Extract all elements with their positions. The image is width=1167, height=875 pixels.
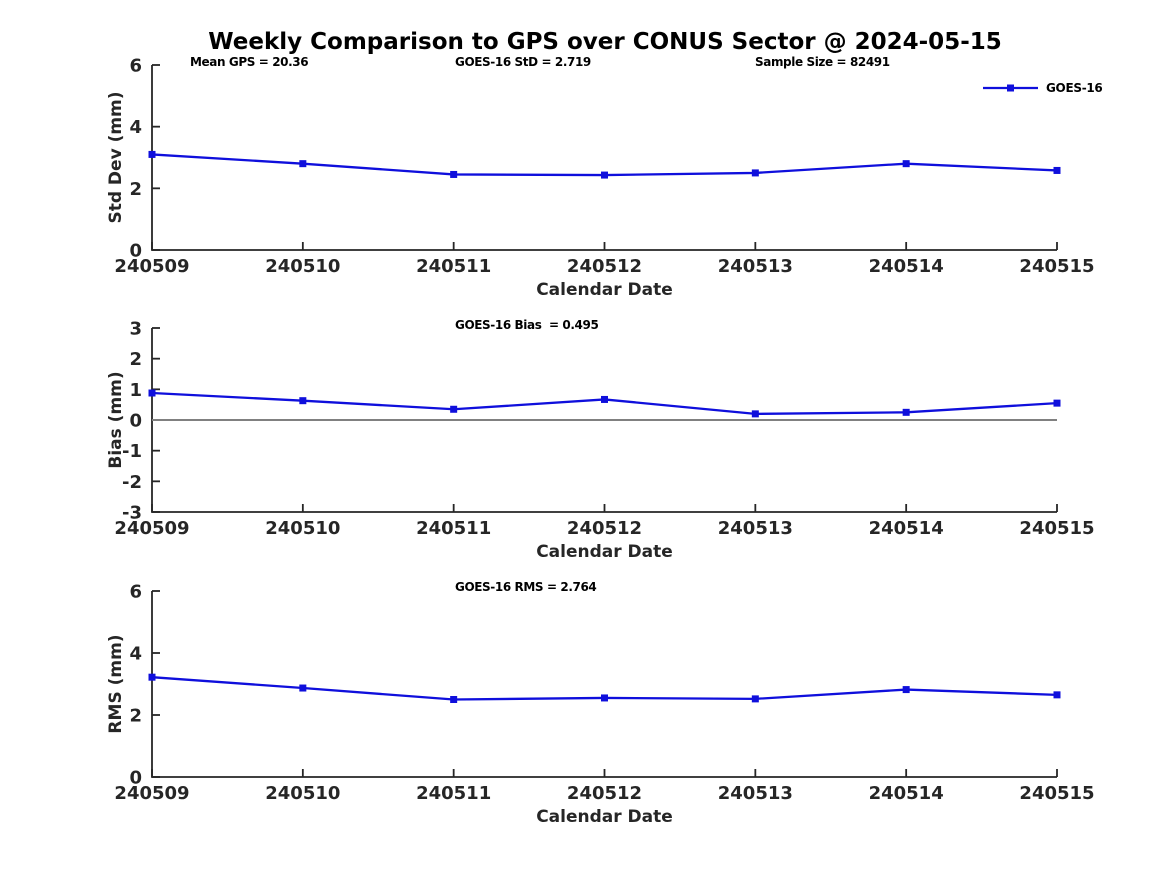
data-point-marker xyxy=(148,150,156,158)
x-tick-label: 240511 xyxy=(416,783,491,804)
data-point-marker xyxy=(299,160,307,168)
axis-spines xyxy=(151,591,1057,778)
data-point-marker xyxy=(450,170,458,178)
y-tick-label: -1 xyxy=(122,441,142,462)
data-point-marker xyxy=(601,171,608,179)
axis-spines xyxy=(151,65,1057,251)
annotation-goes16-std: GOES-16 StD = 2.719 xyxy=(455,55,591,69)
x-tick-label: 240511 xyxy=(416,518,491,539)
y-tick-label: 0 xyxy=(129,241,142,262)
y-tick-label: 1 xyxy=(129,380,142,401)
legend-label: GOES-16 xyxy=(1046,81,1103,95)
x-axis-label: Calendar Date xyxy=(536,807,673,827)
x-tick-label: 240510 xyxy=(265,256,340,277)
annotation-goes16-rms: GOES-16 RMS = 2.764 xyxy=(455,580,597,594)
data-point-marker xyxy=(148,389,156,397)
x-tick-label: 240509 xyxy=(114,256,189,277)
y-tick-label: 3 xyxy=(129,319,142,340)
x-axis-label: Calendar Date xyxy=(536,280,673,300)
y-tick-label: -3 xyxy=(122,503,142,524)
legend: GOES-16 xyxy=(983,80,1103,96)
y-axis-label: Std Dev (mm) xyxy=(106,91,126,223)
data-point-marker xyxy=(751,169,759,177)
y-tick-label: 0 xyxy=(129,411,142,432)
x-tick-label: 240515 xyxy=(1019,783,1094,804)
data-point-marker xyxy=(1053,399,1061,407)
chart-title: Weekly Comparison to GPS over CONUS Sect… xyxy=(208,29,1002,55)
data-point-marker xyxy=(299,684,307,692)
x-tick-label: 240514 xyxy=(869,256,944,277)
x-tick-label: 240513 xyxy=(718,518,793,539)
y-tick-label: 6 xyxy=(129,582,142,603)
data-point-marker xyxy=(902,408,910,416)
y-tick-label: 2 xyxy=(129,179,142,200)
data-point-marker xyxy=(751,695,759,703)
data-point-marker xyxy=(601,694,608,702)
x-tick-label: 240509 xyxy=(114,783,189,804)
x-tick-label: 240512 xyxy=(567,256,642,277)
data-point-marker xyxy=(148,673,156,681)
y-tick-label: 6 xyxy=(129,56,142,77)
annotation-sample-size: Sample Size = 82491 xyxy=(755,55,890,69)
y-tick-label: 4 xyxy=(129,644,142,665)
y-tick-label: 2 xyxy=(129,349,142,370)
x-tick-label: 240510 xyxy=(265,518,340,539)
subplot-rms-panel: 0 2 4 6 240509 240510 240511 240512 240513 240514… xyxy=(106,582,1095,828)
x-tick-label: 240512 xyxy=(567,518,642,539)
y-axis-label: RMS (mm) xyxy=(106,634,126,733)
x-tick-label: 240514 xyxy=(869,783,944,804)
x-tick-label: 240513 xyxy=(718,783,793,804)
data-point-marker xyxy=(751,410,759,418)
y-axis-label: Bias (mm) xyxy=(106,371,126,468)
y-tick-label: 0 xyxy=(129,768,142,789)
data-point-marker xyxy=(601,395,608,403)
x-tick-label: 240515 xyxy=(1019,518,1094,539)
annotation-goes16-bias: GOES-16 Bias = 0.495 xyxy=(455,318,599,332)
x-tick-label: 240512 xyxy=(567,783,642,804)
data-point-marker xyxy=(1053,166,1061,174)
data-point-marker xyxy=(1053,691,1061,699)
x-tick-label: 240511 xyxy=(416,256,491,277)
x-tick-label: 240514 xyxy=(869,518,944,539)
x-tick-label: 240509 xyxy=(114,518,189,539)
x-axis-label: Calendar Date xyxy=(536,542,673,562)
data-point-marker xyxy=(902,160,910,168)
x-tick-label: 240515 xyxy=(1019,256,1094,277)
legend-line-marker-icon xyxy=(983,84,1038,92)
y-tick-label: -2 xyxy=(122,472,142,493)
y-tick-label: 2 xyxy=(129,706,142,727)
data-point-marker xyxy=(299,397,307,405)
data-point-marker xyxy=(902,686,910,694)
y-tick-label: 4 xyxy=(129,117,142,138)
data-point-marker xyxy=(450,696,458,703)
x-tick-label: 240513 xyxy=(718,256,793,277)
subplot-std-dev-panel: 0 2 4 6 240509 240510 240511 240512 240513 240514… xyxy=(106,56,1095,301)
data-point-marker xyxy=(450,405,458,413)
x-tick-label: 240510 xyxy=(265,783,340,804)
annotation-mean-gps: Mean GPS = 20.36 xyxy=(190,55,309,69)
subplot-bias-panel: -3 -2 -1 0 1 2 3 240509 240510 240511 240512 240513… xyxy=(106,319,1095,563)
